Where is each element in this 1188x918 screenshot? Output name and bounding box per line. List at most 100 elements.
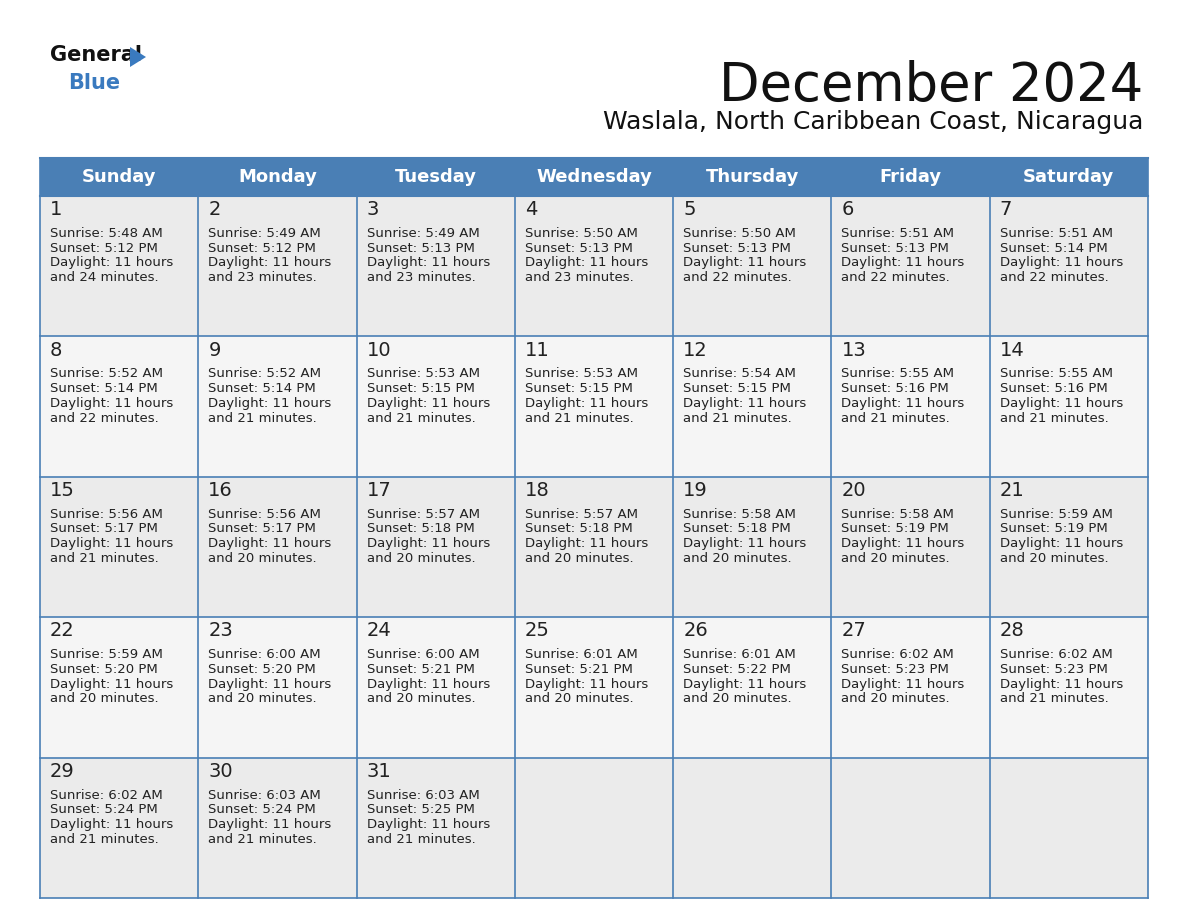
Text: Sunset: 5:13 PM: Sunset: 5:13 PM	[525, 241, 633, 254]
Text: Daylight: 11 hours: Daylight: 11 hours	[367, 677, 489, 690]
Text: Sunset: 5:24 PM: Sunset: 5:24 PM	[50, 803, 158, 816]
Text: and 22 minutes.: and 22 minutes.	[841, 271, 950, 284]
Text: Sunrise: 5:50 AM: Sunrise: 5:50 AM	[525, 227, 638, 240]
Text: Saturday: Saturday	[1023, 168, 1114, 186]
Text: Sunset: 5:21 PM: Sunset: 5:21 PM	[525, 663, 633, 676]
Text: and 20 minutes.: and 20 minutes.	[208, 552, 317, 565]
Text: Sunrise: 6:03 AM: Sunrise: 6:03 AM	[208, 789, 321, 801]
Text: Blue: Blue	[68, 73, 120, 93]
Text: 13: 13	[841, 341, 866, 360]
Bar	[40, 757, 1148, 898]
Text: and 21 minutes.: and 21 minutes.	[525, 411, 633, 424]
Text: and 23 minutes.: and 23 minutes.	[208, 271, 317, 284]
Text: 30: 30	[208, 762, 233, 781]
Text: Sunrise: 5:58 AM: Sunrise: 5:58 AM	[683, 508, 796, 521]
Text: and 21 minutes.: and 21 minutes.	[208, 411, 317, 424]
Text: 24: 24	[367, 621, 391, 641]
Text: Daylight: 11 hours: Daylight: 11 hours	[50, 818, 173, 831]
Text: 12: 12	[683, 341, 708, 360]
Text: and 21 minutes.: and 21 minutes.	[841, 411, 950, 424]
Text: Waslala, North Caribbean Coast, Nicaragua: Waslala, North Caribbean Coast, Nicaragu…	[602, 110, 1143, 134]
Text: Daylight: 11 hours: Daylight: 11 hours	[1000, 677, 1123, 690]
Text: Daylight: 11 hours: Daylight: 11 hours	[1000, 256, 1123, 269]
Bar	[40, 336, 1148, 476]
Text: Sunset: 5:14 PM: Sunset: 5:14 PM	[50, 382, 158, 395]
Text: and 20 minutes.: and 20 minutes.	[683, 552, 791, 565]
Text: Wednesday: Wednesday	[536, 168, 652, 186]
Text: Sunset: 5:24 PM: Sunset: 5:24 PM	[208, 803, 316, 816]
Text: and 20 minutes.: and 20 minutes.	[50, 692, 159, 705]
Text: Daylight: 11 hours: Daylight: 11 hours	[208, 677, 331, 690]
Text: Daylight: 11 hours: Daylight: 11 hours	[683, 397, 807, 409]
Text: Daylight: 11 hours: Daylight: 11 hours	[525, 677, 649, 690]
Text: Sunset: 5:21 PM: Sunset: 5:21 PM	[367, 663, 474, 676]
Text: Sunset: 5:13 PM: Sunset: 5:13 PM	[841, 241, 949, 254]
Text: Sunset: 5:18 PM: Sunset: 5:18 PM	[525, 522, 632, 535]
Text: and 21 minutes.: and 21 minutes.	[683, 411, 792, 424]
Text: 23: 23	[208, 621, 233, 641]
Text: 11: 11	[525, 341, 550, 360]
Text: and 20 minutes.: and 20 minutes.	[683, 692, 791, 705]
Text: 18: 18	[525, 481, 550, 500]
Text: and 21 minutes.: and 21 minutes.	[50, 552, 159, 565]
Text: Sunrise: 5:51 AM: Sunrise: 5:51 AM	[1000, 227, 1113, 240]
Text: Sunrise: 6:03 AM: Sunrise: 6:03 AM	[367, 789, 479, 801]
Text: and 21 minutes.: and 21 minutes.	[208, 833, 317, 845]
Text: Daylight: 11 hours: Daylight: 11 hours	[1000, 397, 1123, 409]
Text: and 20 minutes.: and 20 minutes.	[841, 552, 950, 565]
Text: and 21 minutes.: and 21 minutes.	[367, 411, 475, 424]
Text: Daylight: 11 hours: Daylight: 11 hours	[525, 397, 649, 409]
Text: Daylight: 11 hours: Daylight: 11 hours	[367, 537, 489, 550]
Text: Sunrise: 5:49 AM: Sunrise: 5:49 AM	[367, 227, 479, 240]
Text: Daylight: 11 hours: Daylight: 11 hours	[683, 256, 807, 269]
Text: 28: 28	[1000, 621, 1024, 641]
Text: Sunrise: 5:54 AM: Sunrise: 5:54 AM	[683, 367, 796, 380]
Text: Daylight: 11 hours: Daylight: 11 hours	[50, 256, 173, 269]
Text: Daylight: 11 hours: Daylight: 11 hours	[1000, 537, 1123, 550]
Text: Sunrise: 6:01 AM: Sunrise: 6:01 AM	[683, 648, 796, 661]
Text: 10: 10	[367, 341, 391, 360]
Text: Sunset: 5:12 PM: Sunset: 5:12 PM	[50, 241, 158, 254]
Text: Daylight: 11 hours: Daylight: 11 hours	[208, 397, 331, 409]
Text: Sunrise: 5:56 AM: Sunrise: 5:56 AM	[208, 508, 321, 521]
Text: Sunset: 5:20 PM: Sunset: 5:20 PM	[208, 663, 316, 676]
Text: Sunrise: 5:57 AM: Sunrise: 5:57 AM	[367, 508, 480, 521]
Bar	[40, 158, 1148, 196]
Bar	[40, 476, 1148, 617]
Text: Sunrise: 5:59 AM: Sunrise: 5:59 AM	[50, 648, 163, 661]
Text: and 20 minutes.: and 20 minutes.	[367, 552, 475, 565]
Text: and 21 minutes.: and 21 minutes.	[50, 833, 159, 845]
Text: 19: 19	[683, 481, 708, 500]
Text: Sunrise: 5:52 AM: Sunrise: 5:52 AM	[50, 367, 163, 380]
Polygon shape	[129, 47, 146, 67]
Bar	[40, 617, 1148, 757]
Text: and 22 minutes.: and 22 minutes.	[683, 271, 792, 284]
Text: and 24 minutes.: and 24 minutes.	[50, 271, 159, 284]
Text: Sunset: 5:19 PM: Sunset: 5:19 PM	[841, 522, 949, 535]
Text: Sunrise: 5:48 AM: Sunrise: 5:48 AM	[50, 227, 163, 240]
Text: Sunset: 5:17 PM: Sunset: 5:17 PM	[208, 522, 316, 535]
Text: Sunrise: 5:57 AM: Sunrise: 5:57 AM	[525, 508, 638, 521]
Text: Sunset: 5:14 PM: Sunset: 5:14 PM	[208, 382, 316, 395]
Text: Daylight: 11 hours: Daylight: 11 hours	[683, 537, 807, 550]
Text: Sunrise: 5:52 AM: Sunrise: 5:52 AM	[208, 367, 321, 380]
Text: Sunset: 5:12 PM: Sunset: 5:12 PM	[208, 241, 316, 254]
Text: 29: 29	[50, 762, 75, 781]
Text: 26: 26	[683, 621, 708, 641]
Text: Daylight: 11 hours: Daylight: 11 hours	[50, 397, 173, 409]
Text: Sunset: 5:18 PM: Sunset: 5:18 PM	[683, 522, 791, 535]
Text: 3: 3	[367, 200, 379, 219]
Text: Sunrise: 5:59 AM: Sunrise: 5:59 AM	[1000, 508, 1113, 521]
Text: Daylight: 11 hours: Daylight: 11 hours	[50, 677, 173, 690]
Text: Daylight: 11 hours: Daylight: 11 hours	[683, 677, 807, 690]
Text: Sunrise: 5:53 AM: Sunrise: 5:53 AM	[525, 367, 638, 380]
Text: Daylight: 11 hours: Daylight: 11 hours	[208, 818, 331, 831]
Text: Daylight: 11 hours: Daylight: 11 hours	[841, 256, 965, 269]
Text: 7: 7	[1000, 200, 1012, 219]
Text: and 23 minutes.: and 23 minutes.	[525, 271, 633, 284]
Text: and 20 minutes.: and 20 minutes.	[208, 692, 317, 705]
Text: and 21 minutes.: and 21 minutes.	[367, 833, 475, 845]
Text: Sunrise: 6:01 AM: Sunrise: 6:01 AM	[525, 648, 638, 661]
Text: Sunset: 5:23 PM: Sunset: 5:23 PM	[841, 663, 949, 676]
Text: Sunset: 5:19 PM: Sunset: 5:19 PM	[1000, 522, 1107, 535]
